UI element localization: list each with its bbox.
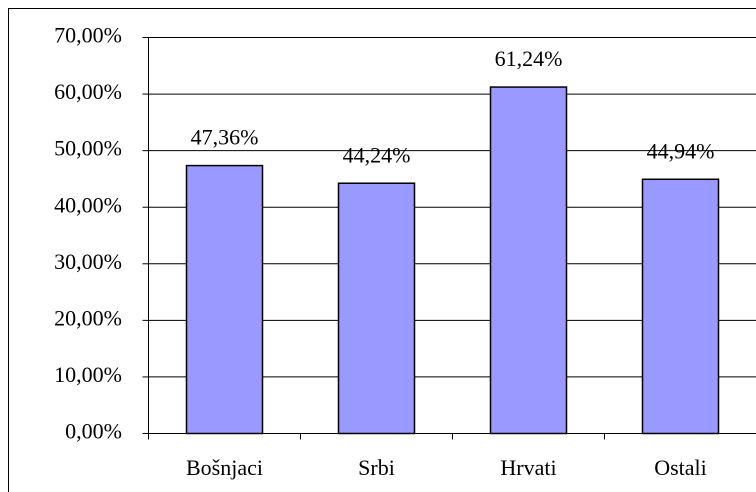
value-label: 61,24% xyxy=(495,46,563,71)
bar xyxy=(185,164,264,435)
x-tick-label: Ostali xyxy=(654,455,707,480)
bar xyxy=(337,182,416,435)
y-tick-label: 70,00% xyxy=(54,23,122,48)
value-label: 44,24% xyxy=(343,142,411,167)
x-tick-label: Bošnjaci xyxy=(186,455,263,480)
bar xyxy=(489,86,568,435)
y-tick-label: 30,00% xyxy=(54,249,122,274)
x-tick-label: Srbi xyxy=(358,455,395,480)
value-label: 47,36% xyxy=(191,125,259,150)
y-tick-label: 50,00% xyxy=(54,136,122,161)
y-tick-label: 60,00% xyxy=(54,79,122,104)
y-tick-label: 20,00% xyxy=(54,305,122,330)
bar xyxy=(641,178,720,435)
value-label: 44,94% xyxy=(647,138,715,163)
y-tick-label: 10,00% xyxy=(54,362,122,387)
y-tick-label: 0,00% xyxy=(65,419,122,444)
y-tick-label: 40,00% xyxy=(54,192,122,217)
x-tick-label: Hrvati xyxy=(500,455,556,480)
